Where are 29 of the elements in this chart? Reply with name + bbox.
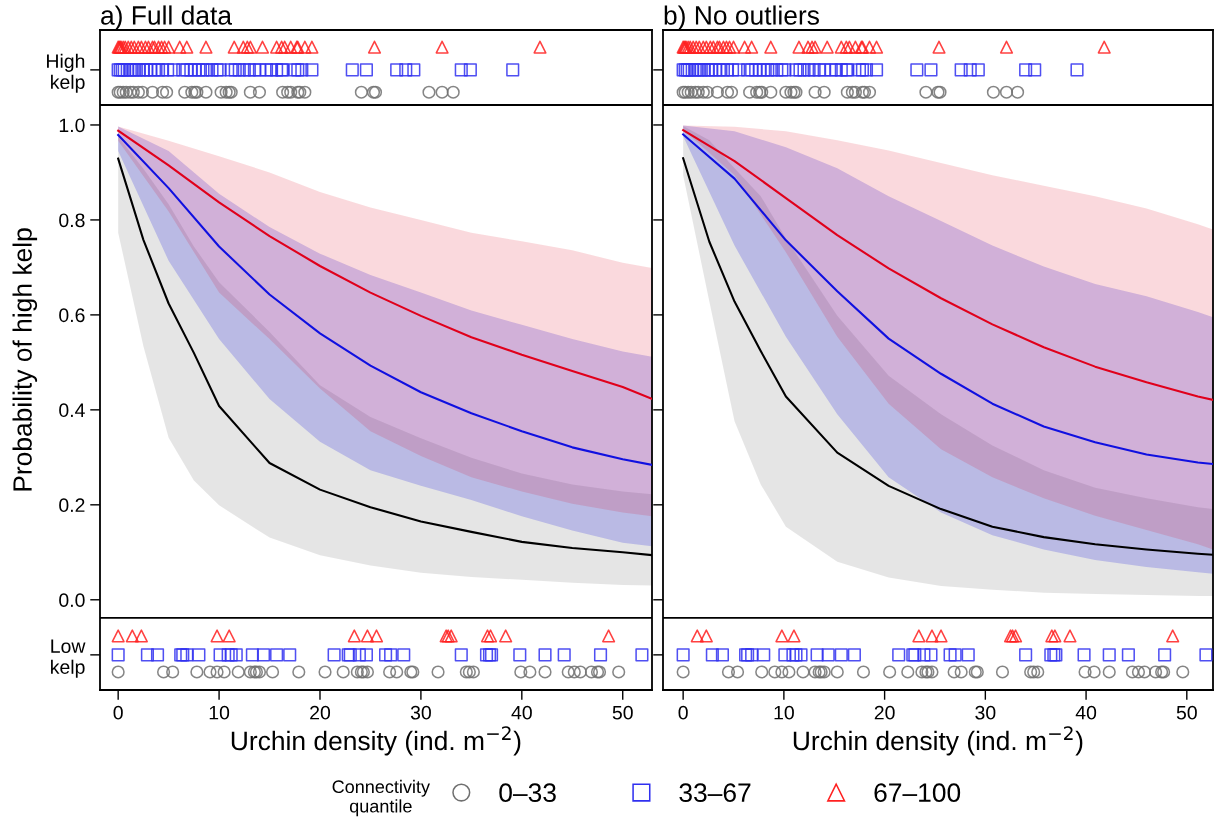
legend-label: 67–100 <box>874 783 961 803</box>
y-tick-label: 0.6 <box>59 308 85 323</box>
x-tick-label: 0 <box>113 705 123 720</box>
x-tick-label: 20 <box>310 705 331 720</box>
x-axis-title: Urchin density (ind. m$^{−2}$) <box>231 726 521 756</box>
x-tick-label: 50 <box>612 705 633 720</box>
x-tick-label: 40 <box>1075 705 1097 720</box>
x-tick-label: 0 <box>678 705 688 720</box>
chart-title: a) Full data <box>101 5 233 30</box>
y-tick-label: 0.8 <box>59 213 85 228</box>
y-tick-label: 0.0 <box>59 593 85 608</box>
x-tick-label: 30 <box>975 705 996 720</box>
y-axis-title: Probability of high kelp <box>12 228 38 491</box>
x-axis-title: Urchin density (ind. m$^{−2}$) <box>793 726 1083 756</box>
x-tick-label: 10 <box>774 705 794 720</box>
x-tick-label: 40 <box>511 705 532 720</box>
y-tick-label: Low kelp <box>51 639 86 678</box>
y-tick-label: 1.0 <box>59 118 85 133</box>
legend-label: 33–67 <box>679 783 751 803</box>
legend-title: Connectivity quantile <box>332 779 430 817</box>
x-tick-label: 30 <box>410 705 431 720</box>
chart-title: b) No outliers <box>664 5 819 30</box>
y-tick-label: High kelp <box>47 53 85 93</box>
y-tick-label: 0.2 <box>59 498 85 513</box>
y-tick-label: 0.4 <box>59 403 85 418</box>
x-tick-label: 50 <box>1176 705 1197 720</box>
legend-label: 0–33 <box>499 783 556 803</box>
x-tick-label: 20 <box>874 705 895 720</box>
x-tick-label: 10 <box>209 705 230 720</box>
